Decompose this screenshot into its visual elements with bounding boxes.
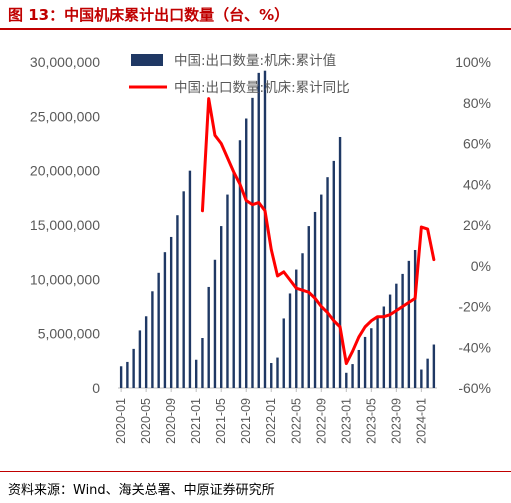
bar: [182, 191, 185, 388]
x-tick-label: 2021-01: [189, 398, 203, 444]
page-title: 图 13：中国机床累计出口数量（台、%）: [8, 6, 290, 24]
bar: [157, 272, 160, 388]
left-tick-label: 30,000,000: [30, 54, 100, 70]
bar: [426, 358, 429, 388]
left-tick-label: 0: [92, 380, 100, 396]
line-series: [200, 97, 436, 366]
bar: [382, 306, 386, 388]
left-tick-label: 15,000,000: [30, 217, 100, 233]
x-tick-label: 2024-01: [414, 398, 428, 444]
bar: [432, 344, 436, 388]
title-divider: [0, 28, 511, 30]
right-tick-label: 60%: [463, 136, 491, 152]
x-axis: 2020-01 2020-05 2020-09 2021-01 2021-05 2021-…: [114, 388, 428, 444]
right-axis: -60% -40% -20% 0% 20% 40% 60% 80% 100%: [455, 54, 491, 396]
bar: [126, 361, 129, 388]
footer-divider: [0, 471, 511, 472]
bar: [151, 291, 154, 388]
bar: [338, 136, 342, 388]
bar: [276, 357, 279, 388]
legend-label: 中国:出口数量:机床:累计同比: [174, 80, 350, 96]
bar: [357, 349, 361, 388]
chart: 0 5,000,000 10,000,000 15,000,000 20,000,000…: [30, 53, 491, 444]
bar: [207, 286, 210, 388]
bar: [307, 226, 310, 388]
bar: [188, 170, 192, 388]
bar: [238, 140, 242, 388]
x-tick-label: 2023-09: [389, 398, 403, 444]
bar: [388, 294, 392, 388]
bar: [144, 316, 148, 388]
bar: [326, 177, 329, 388]
x-tick-label: 2021-05: [214, 398, 228, 444]
bar: [226, 194, 229, 388]
x-tick-label: 2020-09: [164, 398, 178, 444]
bar: [119, 366, 123, 388]
bar: [370, 328, 373, 388]
left-tick-label: 20,000,000: [30, 163, 100, 179]
bar: [351, 364, 354, 388]
bar-series: [119, 70, 436, 389]
bar: [270, 363, 273, 388]
bar: [232, 171, 235, 388]
bar: [169, 236, 173, 388]
left-tick-label: 25,000,000: [30, 108, 100, 124]
bar: [420, 369, 423, 388]
bar: [363, 336, 367, 388]
bar: [332, 160, 335, 388]
right-tick-label: 80%: [463, 95, 491, 111]
x-tick-label: 2020-01: [114, 398, 128, 444]
bar: [132, 348, 135, 388]
x-tick-label: 2023-05: [364, 398, 378, 444]
x-tick-label: 2022-05: [289, 398, 303, 444]
right-tick-label: -60%: [458, 380, 491, 396]
x-tick-label: 2020-05: [139, 398, 153, 444]
bar: [301, 253, 304, 388]
bar: [245, 118, 248, 388]
bar: [263, 70, 267, 388]
right-tick-label: -40%: [458, 339, 491, 355]
x-tick-label: 2022-01: [264, 398, 278, 444]
left-axis: 0 5,000,000 10,000,000 15,000,000 20,000,000…: [30, 54, 100, 396]
bar: [201, 338, 204, 388]
bar: [282, 318, 285, 388]
bar: [407, 260, 411, 388]
bar: [213, 259, 217, 388]
legend-label: 中国:出口数量:机床:累计值: [174, 53, 336, 69]
left-tick-label: 5,000,000: [38, 326, 100, 342]
bar: [163, 252, 167, 388]
right-tick-label: 0%: [471, 258, 491, 274]
bar: [295, 269, 298, 388]
right-tick-label: 100%: [455, 54, 491, 70]
bar: [138, 330, 142, 388]
bar: [345, 372, 348, 388]
legend-bar-swatch: [131, 54, 163, 66]
bar: [395, 283, 398, 388]
right-tick-label: -20%: [458, 299, 491, 315]
right-tick-label: 20%: [463, 217, 491, 233]
x-tick-label: 2022-09: [314, 398, 328, 444]
bar: [220, 226, 223, 388]
yoy-line: [200, 97, 436, 366]
bar: [251, 97, 254, 389]
source-note: 资料来源：Wind、海关总署、中原证券研究所: [8, 483, 275, 498]
x-tick-label: 2021-09: [239, 398, 253, 444]
bar: [401, 273, 404, 388]
right-tick-label: 40%: [463, 176, 491, 192]
bar: [194, 359, 198, 388]
x-tick-label: 2023-01: [339, 398, 353, 444]
bar: [176, 215, 179, 388]
bar: [376, 317, 379, 388]
bar: [413, 249, 417, 388]
left-tick-label: 10,000,000: [30, 271, 100, 287]
bar: [320, 194, 323, 388]
bar: [288, 293, 292, 388]
bar: [257, 72, 260, 389]
